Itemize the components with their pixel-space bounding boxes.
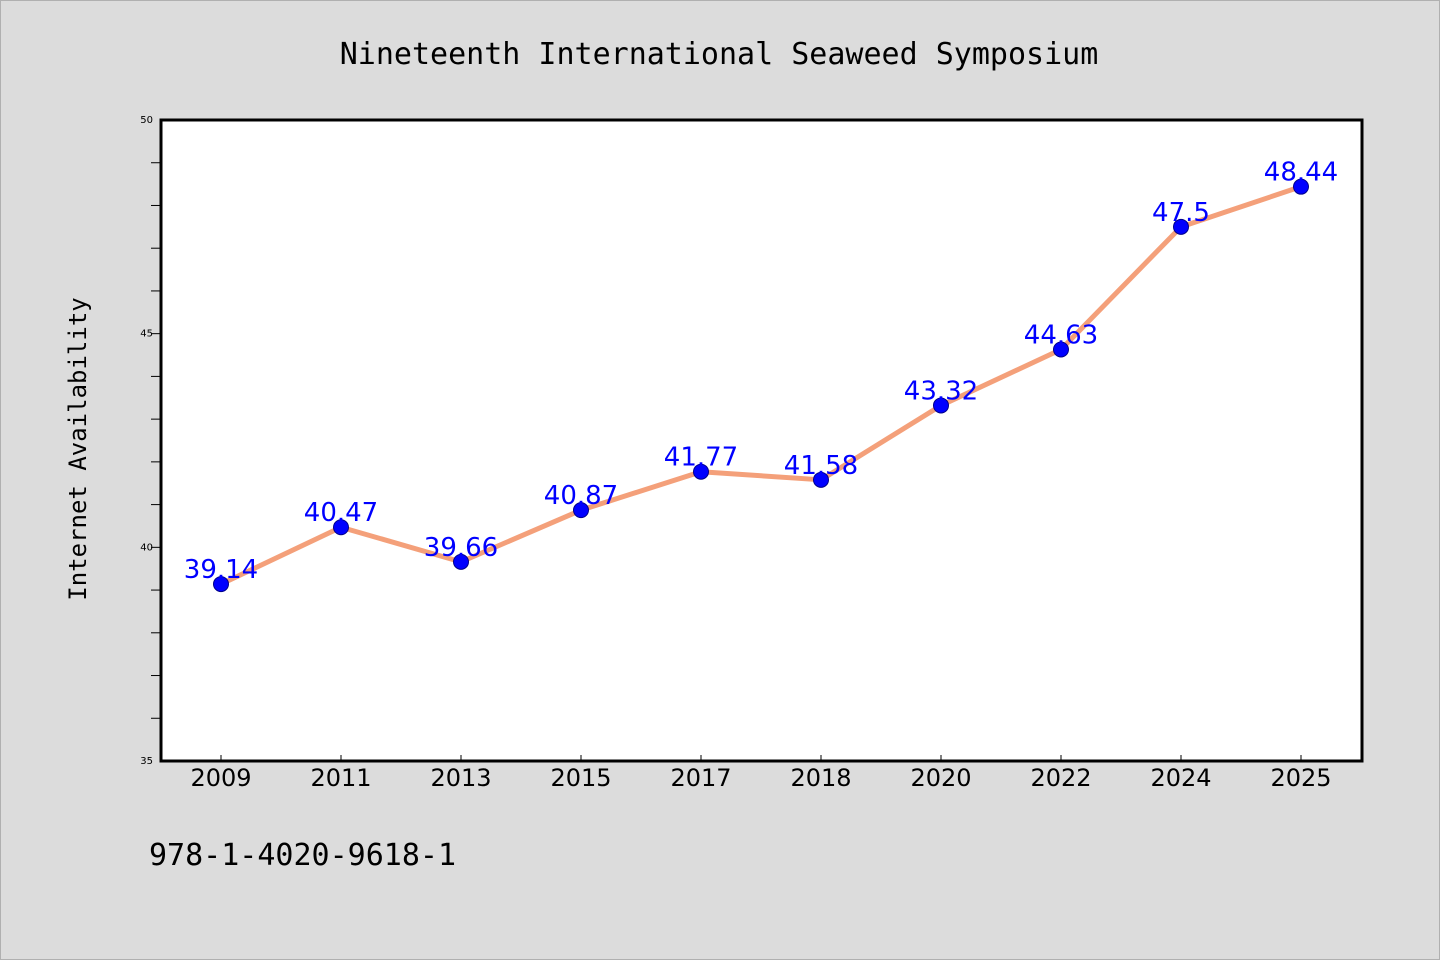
chart-title: Nineteenth International Seaweed Symposi… — [340, 37, 1099, 72]
data-point — [813, 471, 829, 488]
series-line — [218, 184, 1304, 587]
x-tick-label: 2020 — [910, 764, 971, 792]
data-point — [933, 397, 949, 414]
data-point — [333, 519, 349, 536]
plot-area — [159, 118, 1364, 763]
data-point — [1173, 218, 1189, 235]
y-tick-label: 40 — [140, 542, 153, 553]
x-tick-label: 2009 — [190, 764, 251, 792]
data-point — [453, 553, 469, 570]
footer-isbn: 978-1-4020-9618-1 — [149, 838, 456, 873]
y-axis-ticks: 35 40 45 50 — [140, 115, 161, 767]
data-label: 39.66 — [424, 533, 498, 563]
data-label: 40.87 — [544, 481, 618, 511]
data-label: 39.14 — [184, 555, 258, 585]
data-label: 40.47 — [304, 498, 378, 528]
data-label: 43.32 — [904, 376, 978, 406]
data-point — [1293, 178, 1309, 195]
x-tick-label: 2013 — [430, 764, 491, 792]
data-label: 44.63 — [1024, 320, 1098, 350]
x-tick-label: 2024 — [1150, 764, 1211, 792]
data-label: 41.77 — [664, 443, 738, 473]
data-point — [573, 502, 589, 519]
x-tick-label: 2017 — [670, 764, 731, 792]
x-tick-label: 2018 — [790, 764, 851, 792]
x-tick-label: 2015 — [550, 764, 611, 792]
data-label: 41.58 — [784, 451, 858, 481]
y-tick-label: 45 — [140, 329, 153, 340]
y-tick-label: 35 — [140, 756, 153, 767]
data-label: 48.44 — [1264, 158, 1338, 188]
data-point — [213, 576, 229, 593]
y-tick-label: 50 — [140, 115, 153, 126]
x-tick-label: 2011 — [310, 764, 371, 792]
x-axis-ticks: 2009 2011 2013 2015 2017 2018 2020 2022 2024 2025 — [190, 755, 1332, 792]
x-tick-label: 2025 — [1270, 764, 1331, 792]
y-axis-label: Internet Availability — [64, 297, 92, 600]
x-tick-label: 2022 — [1030, 764, 1091, 792]
data-series: 39.14 40.47 39.66 40.87 41.77 41.58 43.32 44.63… — [184, 158, 1338, 593]
data-point — [1053, 341, 1069, 358]
data-label: 47.5 — [1152, 198, 1210, 228]
data-point — [693, 463, 709, 480]
